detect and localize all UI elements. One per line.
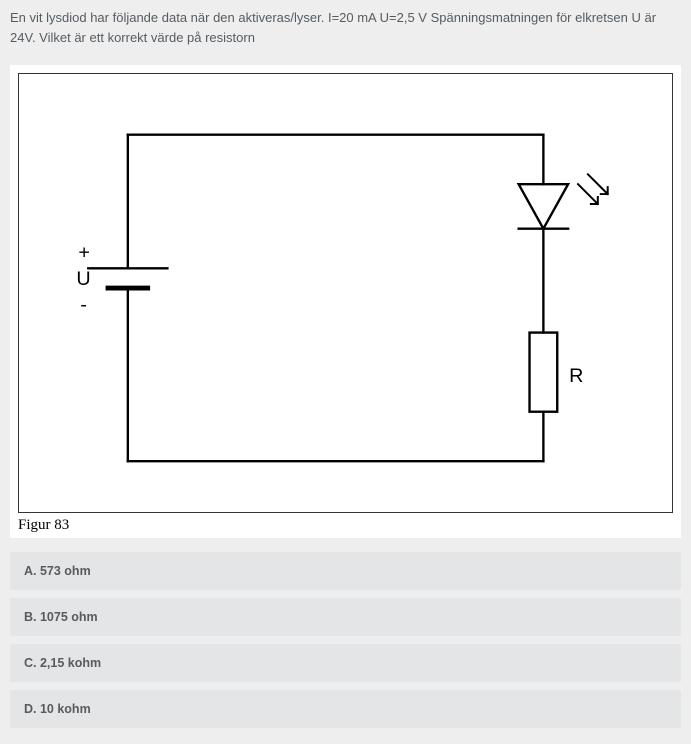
option-a[interactable]: A. 573 ohm <box>10 552 681 590</box>
option-b[interactable]: B. 1075 ohm <box>10 598 681 636</box>
circuit-diagram: + U - R <box>18 73 673 513</box>
label-plus: + <box>78 241 90 263</box>
option-d[interactable]: D. 10 kohm <box>10 690 681 728</box>
label-u: U <box>76 268 90 290</box>
question-text: En vit lysdiod har följande data när den… <box>10 8 681 47</box>
figure-container: + U - R Figur 83 <box>10 65 681 538</box>
option-c[interactable]: C. 2,15 kohm <box>10 644 681 682</box>
circuit-svg: + U - R <box>19 74 672 512</box>
label-minus: - <box>80 294 87 316</box>
figure-caption: Figur 83 <box>18 517 673 534</box>
label-r: R <box>569 365 583 387</box>
